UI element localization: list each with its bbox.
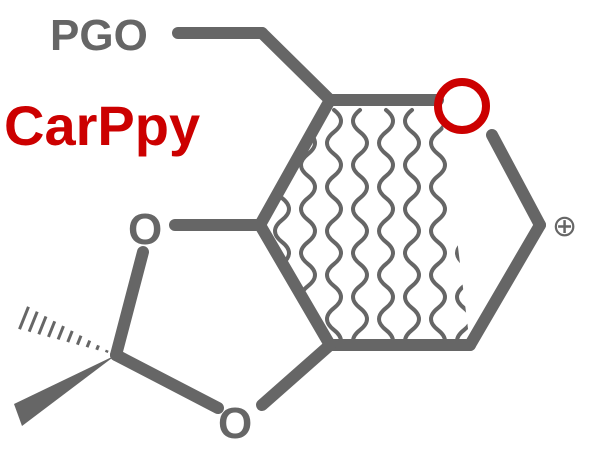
protecting-group-label: PGO bbox=[50, 11, 148, 60]
wavy-line bbox=[455, 108, 470, 345]
hash-stroke bbox=[104, 349, 109, 353]
wavy-line bbox=[429, 108, 447, 345]
hash-stroke bbox=[18, 306, 30, 330]
hash-stroke bbox=[66, 330, 74, 343]
oxygen-label-top: O bbox=[128, 205, 162, 254]
hash-stroke bbox=[37, 315, 48, 335]
bond-cq-oxygen-bottom bbox=[110, 349, 224, 414]
hash-stroke bbox=[76, 335, 83, 346]
bond-c1-c2 bbox=[464, 219, 546, 351]
hash-stroke bbox=[85, 340, 92, 348]
bond-c4-c5 bbox=[254, 94, 336, 231]
brand-logo: CarPpy bbox=[4, 94, 200, 157]
hash-stroke bbox=[56, 325, 65, 341]
bond-skeleton bbox=[110, 27, 546, 414]
bond-ch2-c5 bbox=[256, 27, 336, 106]
hashed-wedge-bond bbox=[18, 306, 109, 353]
bond-c3-c4 bbox=[254, 219, 336, 351]
solid-wedge-bond bbox=[14, 355, 116, 426]
oxygen-label-bottom: O bbox=[218, 399, 252, 448]
positive-charge-label: ⊕ bbox=[552, 209, 577, 244]
bond-oxygen-bottom-c3 bbox=[256, 339, 336, 411]
wavy-line bbox=[403, 108, 421, 345]
wavy-line bbox=[377, 108, 395, 345]
bond-oxygen-top-cq bbox=[110, 246, 149, 361]
ring-oxygen-icon bbox=[434, 78, 490, 134]
wavy-line bbox=[325, 108, 343, 345]
conformation-wavy-pattern bbox=[273, 108, 470, 345]
hash-stroke bbox=[95, 344, 100, 351]
hash-stroke bbox=[47, 320, 57, 338]
bond-ring-oxygen-c1 bbox=[486, 129, 546, 231]
hash-stroke bbox=[27, 311, 39, 333]
wavy-line bbox=[351, 108, 369, 345]
wavy-line bbox=[273, 108, 291, 345]
